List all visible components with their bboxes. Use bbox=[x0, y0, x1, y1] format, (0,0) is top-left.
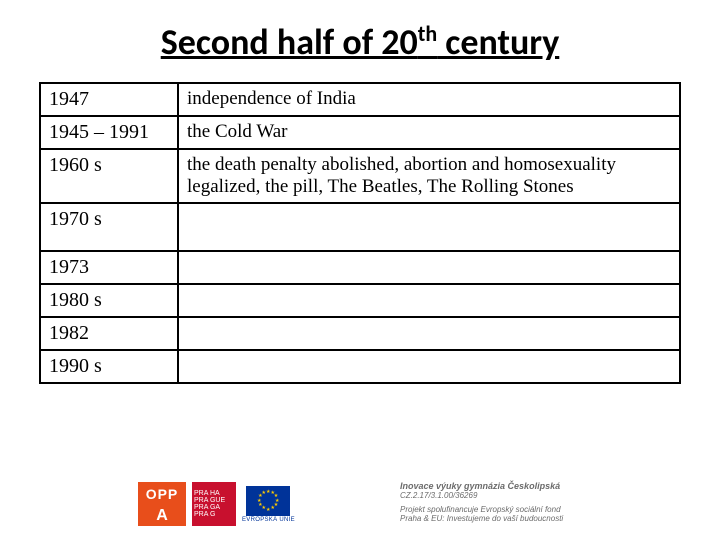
footer-logos: OPP A PRA HAPRA GUEPRA GAPRA G ★★★★★★★★★… bbox=[138, 482, 295, 526]
year-cell: 1980 s bbox=[40, 284, 178, 317]
eu-star-icon: ★ bbox=[270, 505, 274, 511]
table-row: 1982 bbox=[40, 317, 680, 350]
table-row: 1973 bbox=[40, 251, 680, 284]
year-cell: 1973 bbox=[40, 251, 178, 284]
table-row: 1960 sthe death penalty abolished, abort… bbox=[40, 149, 680, 203]
table-row: 1945 – 1991the Cold War bbox=[40, 116, 680, 149]
desc-cell bbox=[178, 317, 680, 350]
desc-cell bbox=[178, 203, 680, 251]
desc-cell bbox=[178, 284, 680, 317]
slide-title: Second half of 20th century bbox=[0, 0, 720, 82]
desc-cell: the Cold War bbox=[178, 116, 680, 149]
year-cell: 1982 bbox=[40, 317, 178, 350]
eu-label: EVROPSKÁ UNIE bbox=[242, 517, 295, 523]
title-pre: Second half of 20 bbox=[161, 20, 418, 64]
table-row: 1970 s bbox=[40, 203, 680, 251]
eu-star-icon: ★ bbox=[266, 507, 270, 513]
desc-cell bbox=[178, 251, 680, 284]
footer-text: Inovace výuky gymnázia Českolipská CZ.2.… bbox=[400, 482, 563, 524]
year-cell: 1960 s bbox=[40, 149, 178, 203]
logo-prague: PRA HAPRA GUEPRA GAPRA G bbox=[192, 482, 236, 526]
table-row: 1980 s bbox=[40, 284, 680, 317]
eu-star-icon: ★ bbox=[261, 490, 265, 496]
logo-oppa: OPP A bbox=[138, 482, 186, 526]
year-cell: 1970 s bbox=[40, 203, 178, 251]
prague-line: PRA HA bbox=[194, 490, 234, 497]
desc-cell: independence of India bbox=[178, 83, 680, 116]
table-row: 1990 s bbox=[40, 350, 680, 383]
title-sup: th bbox=[418, 20, 437, 47]
prague-line: PRA GUE bbox=[194, 497, 234, 504]
prague-line: PRA GA bbox=[194, 504, 234, 511]
timeline-table: 1947independence of India1945 – 1991the … bbox=[39, 82, 681, 384]
footer-funding-b: Praha & EU: Investujeme do vaší budoucno… bbox=[400, 515, 563, 524]
logo-eu-wrap: ★★★★★★★★★★★★ EVROPSKÁ UNIE bbox=[242, 486, 295, 523]
year-cell: 1990 s bbox=[40, 350, 178, 383]
year-cell: 1945 – 1991 bbox=[40, 116, 178, 149]
logo-eu-flag: ★★★★★★★★★★★★ bbox=[246, 486, 290, 516]
table-row: 1947independence of India bbox=[40, 83, 680, 116]
oppa-top: OPP bbox=[138, 482, 186, 506]
desc-cell: the death penalty abolished, abortion an… bbox=[178, 149, 680, 203]
footer-project-code: CZ.2.17/3.1.00/36269 bbox=[400, 492, 563, 501]
desc-cell bbox=[178, 350, 680, 383]
year-cell: 1947 bbox=[40, 83, 178, 116]
prague-line: PRA G bbox=[194, 511, 234, 518]
oppa-bottom: A bbox=[138, 506, 186, 526]
title-post: century bbox=[437, 20, 559, 64]
